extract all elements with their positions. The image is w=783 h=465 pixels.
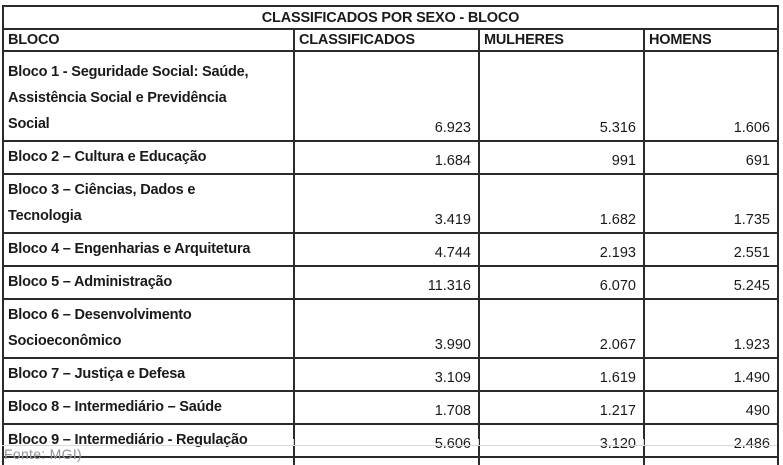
classificados-value: 3.109: [293, 357, 480, 392]
gridline: [293, 439, 294, 446]
homens-value: 1.735: [643, 173, 779, 234]
homens-value: 1.490: [643, 357, 779, 392]
homens-value: 2.486: [643, 423, 779, 458]
mulheres-value: 2.193: [478, 232, 645, 267]
row-label: Bloco 1 - Seguridade Social: Saúde, Assi…: [2, 50, 295, 142]
homens-value: 1.923: [643, 298, 779, 359]
column-header-homens: HOMENS: [643, 28, 779, 52]
total-mulheres-value: 24.275: [478, 456, 645, 465]
table-title: CLASSIFICADOS POR SEXO - BLOCO: [2, 5, 779, 30]
mulheres-value: 1.682: [478, 173, 645, 234]
row-label: Bloco 5 – Administração: [2, 265, 295, 300]
table-row: Bloco 1 - Seguridade Social: Saúde, Assi…: [2, 50, 779, 142]
table-row: Bloco 7 – Justiça e Defesa 3.109 1.619 1…: [2, 357, 779, 392]
table-row: Bloco 3 – Ciências, Dados e Tecnologia 3…: [2, 173, 779, 234]
table-row: Bloco 2 – Cultura e Educação 1.684 991 6…: [2, 140, 779, 175]
table-row: Bloco 4 – Engenharias e Arquitetura 4.74…: [2, 232, 779, 267]
mulheres-value: 1.619: [478, 357, 645, 392]
total-homens-value: 18.217: [643, 456, 779, 465]
total-label: Total Geral: [2, 456, 295, 465]
total-classificados-value: 42.499: [293, 456, 480, 465]
classificados-value: 5.606: [293, 423, 480, 458]
gridline: [643, 439, 644, 446]
column-header-bloco: BLOCO: [2, 28, 295, 52]
homens-value: 1.606: [643, 50, 779, 142]
table-row: Bloco 6 – Desenvolvimento Socioeconômico…: [2, 298, 779, 359]
homens-value: 691: [643, 140, 779, 175]
column-header-classificados: CLASSIFICADOS: [293, 28, 480, 52]
classificados-value: 4.744: [293, 232, 480, 267]
homens-value: 2.551: [643, 232, 779, 267]
homens-value: 490: [643, 390, 779, 425]
classificados-value: 1.708: [293, 390, 480, 425]
classificados-value: 1.684: [293, 140, 480, 175]
mulheres-value: 6.070: [478, 265, 645, 300]
mulheres-value: 1.217: [478, 390, 645, 425]
row-label: Bloco 2 – Cultura e Educação: [2, 140, 295, 175]
mulheres-value: 5.316: [478, 50, 645, 142]
table-row: Bloco 5 – Administração 11.316 6.070 5.2…: [2, 265, 779, 300]
row-label: Bloco 9 – Intermediário - Regulação: [2, 423, 295, 458]
table-row: Bloco 8 – Intermediário – Saúde 1.708 1.…: [2, 390, 779, 425]
table-title-row: CLASSIFICADOS POR SEXO - BLOCO: [2, 5, 779, 30]
row-label: Bloco 8 – Intermediário – Saúde: [2, 390, 295, 425]
mulheres-value: 2.067: [478, 298, 645, 359]
column-header-mulheres: MULHERES: [478, 28, 645, 52]
row-label: Bloco 6 – Desenvolvimento Socioeconômico: [2, 298, 295, 359]
classificados-value: 11.316: [293, 265, 480, 300]
gridline: [478, 439, 479, 446]
classificados-value: 3.990: [293, 298, 480, 359]
row-label: Bloco 3 – Ciências, Dados e Tecnologia: [2, 173, 295, 234]
homens-value: 5.245: [643, 265, 779, 300]
classificados-value: 6.923: [293, 50, 480, 142]
row-label: Bloco 7 – Justiça e Defesa: [2, 357, 295, 392]
source-note: Fonte: MGI): [4, 446, 82, 462]
mulheres-value: 3.120: [478, 423, 645, 458]
table-header-row: BLOCO CLASSIFICADOS MULHERES HOMENS: [2, 28, 779, 52]
mulheres-value: 991: [478, 140, 645, 175]
classificados-value: 3.419: [293, 173, 480, 234]
clipped-next-row-gridlines: [2, 439, 777, 446]
row-label: Bloco 4 – Engenharias e Arquitetura: [2, 232, 295, 267]
classificados-table: CLASSIFICADOS POR SEXO - BLOCO BLOCO CLA…: [2, 5, 779, 465]
table-row: Bloco 9 – Intermediário - Regulação 5.60…: [2, 423, 779, 458]
table-total-row: Total Geral 42.499 24.275 18.217: [2, 456, 779, 465]
